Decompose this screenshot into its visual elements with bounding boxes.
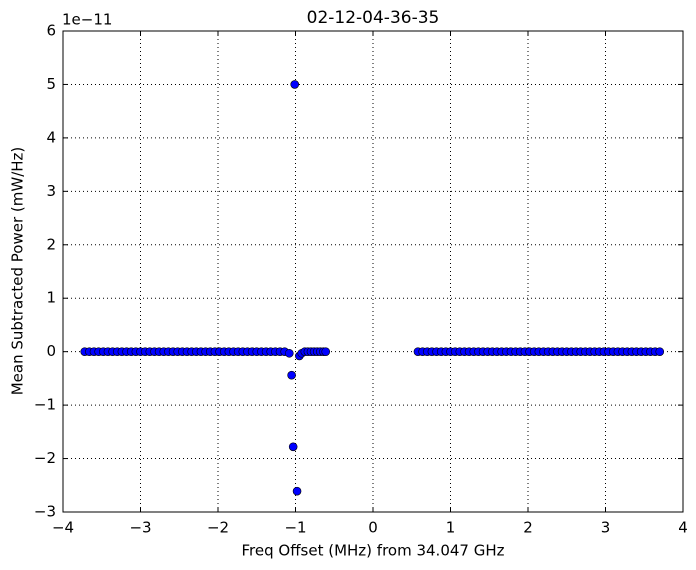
y-tick-label: −2 xyxy=(34,449,56,467)
y-offset-label: 1e−11 xyxy=(62,11,112,29)
x-tick-label: −4 xyxy=(52,519,74,537)
y-tick-label: 3 xyxy=(46,182,56,200)
x-tick-label: 3 xyxy=(601,519,611,537)
x-tick-label: −1 xyxy=(284,519,306,537)
y-tick-label: 5 xyxy=(46,75,56,93)
x-tick-label: 0 xyxy=(368,519,378,537)
x-axis-label: Freq Offset (MHz) from 34.047 GHz xyxy=(242,542,505,560)
y-axis-label: Mean Subtracted Power (mW/Hz) xyxy=(9,147,27,396)
y-tick-label: 4 xyxy=(46,128,56,146)
point xyxy=(292,486,302,496)
y-tick-label: 1 xyxy=(46,289,56,307)
point xyxy=(655,347,665,356)
x-tick-label: −2 xyxy=(207,519,229,537)
chart-title: 02-12-04-36-35 xyxy=(307,8,440,28)
y-tick-label: −3 xyxy=(34,503,56,521)
y-tick-label: 2 xyxy=(46,235,56,253)
plot-frame xyxy=(62,30,684,513)
point xyxy=(321,347,331,356)
point xyxy=(288,442,298,452)
x-tick-label: 4 xyxy=(678,519,688,537)
x-tick-label: 2 xyxy=(523,519,533,537)
x-tick-label: −3 xyxy=(129,519,151,537)
x-tick-label: 1 xyxy=(446,519,456,537)
point xyxy=(290,80,300,89)
y-tick-label: 6 xyxy=(46,22,56,40)
point xyxy=(284,348,294,358)
y-tick-label: 0 xyxy=(46,342,56,360)
point xyxy=(287,370,296,380)
y-tick-label: −1 xyxy=(34,396,56,414)
